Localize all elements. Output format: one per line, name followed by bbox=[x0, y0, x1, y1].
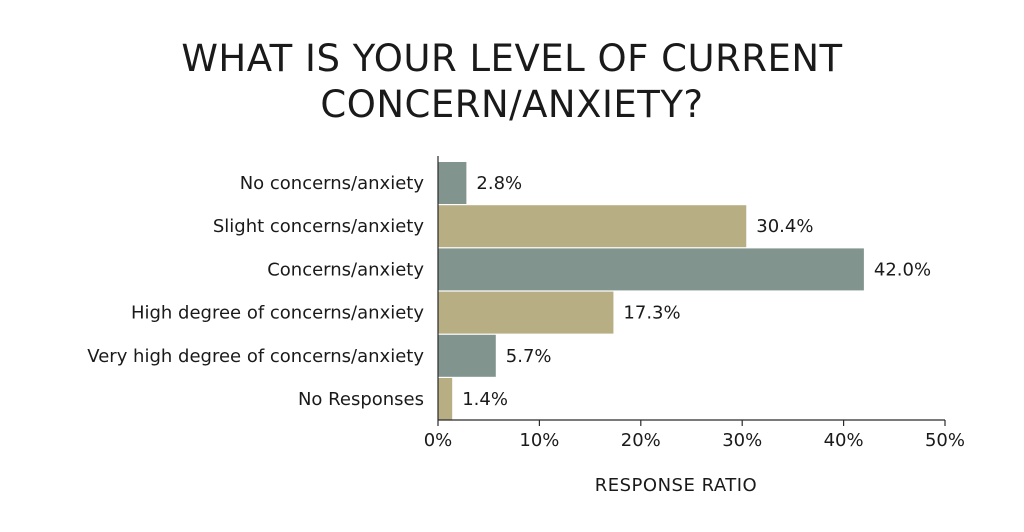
bar-1 bbox=[438, 205, 747, 248]
chart-title: WHAT IS YOUR LEVEL OF CURRENT CONCERN/AN… bbox=[0, 36, 1024, 128]
category-label-2: Concerns/anxiety bbox=[267, 259, 424, 280]
category-label-1: Slight concerns/anxiety bbox=[213, 216, 424, 237]
x-tick-label-5: 50% bbox=[925, 430, 965, 451]
bar-3 bbox=[438, 291, 614, 334]
category-label-4: Very high degree of concerns/anxiety bbox=[87, 346, 424, 367]
category-label-0: No concerns/anxiety bbox=[240, 173, 425, 194]
bar-4 bbox=[438, 334, 496, 377]
category-label-3: High degree of concerns/anxiety bbox=[131, 303, 424, 324]
bars-group bbox=[438, 162, 864, 420]
value-label-2: 42.0% bbox=[874, 259, 931, 280]
value-label-3: 17.3% bbox=[623, 303, 680, 324]
chart-title-line-2: CONCERN/ANXIETY? bbox=[320, 83, 704, 126]
x-axis-title: RESPONSE RATIO bbox=[595, 475, 757, 496]
value-label-1: 30.4% bbox=[756, 216, 813, 237]
x-tick-label-2: 20% bbox=[621, 430, 661, 451]
value-labels-group: 2.8% 30.4% 42.0% 17.3% 5.7% 1.4% bbox=[462, 173, 931, 410]
category-labels-group: No concerns/anxiety Slight concerns/anxie… bbox=[87, 173, 424, 410]
x-tick-label-1: 10% bbox=[519, 430, 559, 451]
value-label-4: 5.7% bbox=[506, 346, 552, 367]
bar-2 bbox=[438, 248, 864, 291]
x-tick-label-0: 0% bbox=[424, 430, 453, 451]
value-label-0: 2.8% bbox=[476, 173, 522, 194]
bar-5 bbox=[438, 378, 453, 420]
axes-group: 0% 10% 20% 30% 40% 50% bbox=[424, 156, 965, 451]
x-tick-label-4: 40% bbox=[824, 430, 864, 451]
value-label-5: 1.4% bbox=[462, 389, 508, 410]
x-tick-label-3: 30% bbox=[722, 430, 762, 451]
chart-title-line-1: WHAT IS YOUR LEVEL OF CURRENT bbox=[181, 37, 843, 80]
bar-0 bbox=[438, 162, 467, 204]
category-label-5: No Responses bbox=[298, 389, 424, 410]
